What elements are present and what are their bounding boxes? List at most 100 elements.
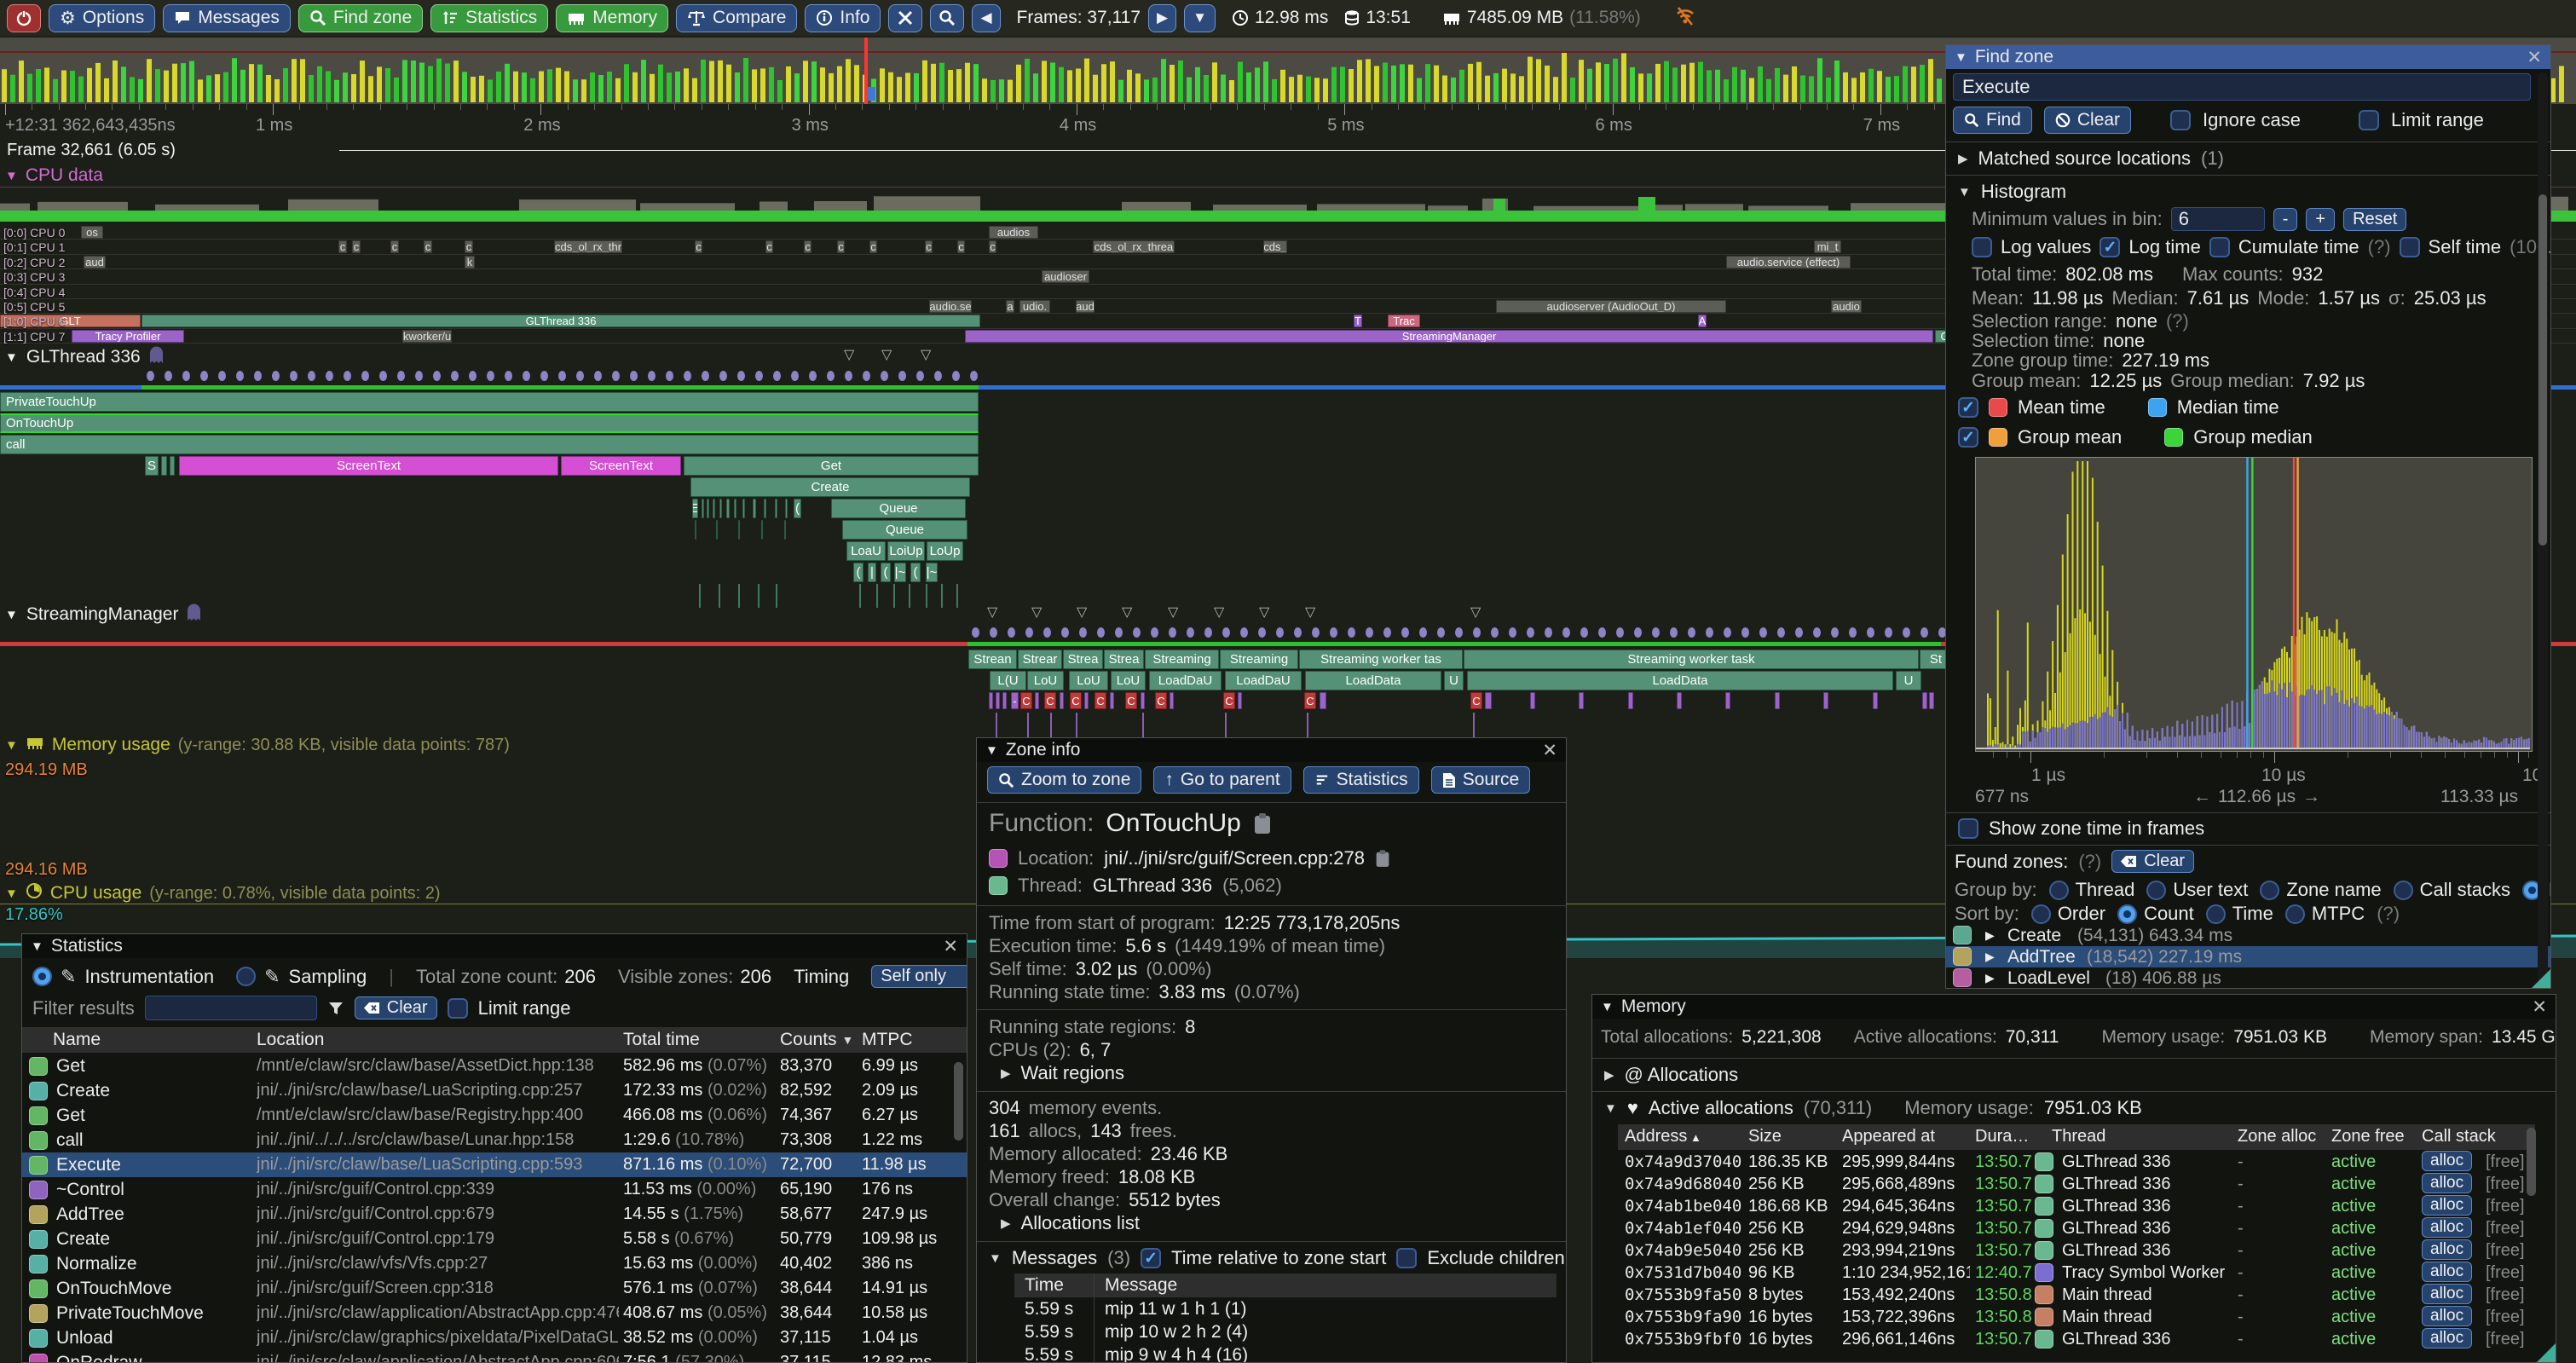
timeline-zone[interactable] <box>713 499 715 518</box>
sample-dot[interactable] <box>952 371 960 381</box>
sample-dot[interactable] <box>1545 627 1552 638</box>
cpu-zone[interactable]: GLT <box>0 315 141 328</box>
collapse-icon[interactable]: ▼ <box>5 349 18 365</box>
zone-info-titlebar[interactable]: ▼ Zone info ✕ <box>977 738 1566 762</box>
cpu-zone[interactable]: c <box>837 240 845 254</box>
cpu-zone[interactable]: audio.se <box>929 300 972 313</box>
sample-dot[interactable] <box>1187 627 1194 638</box>
timeline-zone[interactable]: Strear <box>1018 650 1062 669</box>
timeline-zone[interactable]: Queue <box>842 520 967 540</box>
source-button[interactable]: Source <box>1430 766 1531 794</box>
timeline-zone[interactable]: C <box>1304 692 1316 709</box>
find-scrollbar[interactable] <box>2538 194 2547 546</box>
sample-dot[interactable] <box>1795 627 1803 638</box>
table-row[interactable]: 0x7553b9fa90 16 bytes 153,722,396ns 13:50.8… <box>1592 1306 2556 1328</box>
timeline-zone[interactable] <box>734 499 736 518</box>
sample-dot[interactable] <box>165 371 172 381</box>
clipboard-icon[interactable] <box>1253 812 1272 835</box>
sample-dot[interactable] <box>1920 627 1928 638</box>
stats-limit-range-checkbox[interactable] <box>447 997 468 1019</box>
filter-input[interactable] <box>144 996 317 1020</box>
table-row[interactable]: 0x7531d7b040 96 KB 1:10 234,952,161 12:40.7… <box>1592 1262 2556 1284</box>
table-row[interactable]: 0x74a9d37040 186.35 KB 295,999,844ns 13:50.… <box>1592 1151 2556 1173</box>
sample-dot[interactable] <box>361 371 369 381</box>
found-zone-row[interactable]: ▶ LoadLevel (18) 406.88 µs <box>1946 967 2550 988</box>
timeline-zone[interactable]: LoadDaU <box>1149 671 1222 690</box>
cpu-zone[interactable]: aud <box>1076 300 1095 313</box>
timeline-zone[interactable] <box>1320 692 1326 709</box>
sample-dot[interactable] <box>934 371 942 381</box>
message-marker[interactable]: ▽ <box>1031 605 1043 620</box>
table-row[interactable]: Get/mnt/e/claw/src/claw/base/Registry.hp… <box>22 1103 967 1128</box>
cpu-zone[interactable]: mi_t <box>1814 240 1841 254</box>
timeline-zone[interactable] <box>761 520 763 540</box>
sort-by-mtpc[interactable]: MTPC <box>2284 903 2365 925</box>
timeline-zone[interactable]: Streaming <box>1220 650 1298 669</box>
timeline-zone[interactable] <box>996 692 1000 709</box>
timing-dropdown[interactable]: Self only▼ <box>871 965 967 988</box>
cpu-zone[interactable]: A <box>1698 315 1707 328</box>
show-zone-time-checkbox[interactable] <box>1958 818 1978 839</box>
timeline-zone[interactable] <box>1823 692 1828 709</box>
go-to-parent-button[interactable]: ↑ Go to parent <box>1153 766 1291 794</box>
sample-dot[interactable] <box>1616 627 1624 638</box>
sample-dot[interactable] <box>1240 627 1248 638</box>
sample-dot[interactable] <box>469 371 477 381</box>
cpu-zone[interactable]: c <box>352 240 361 254</box>
timeline-zone[interactable]: ScreenText <box>179 456 558 476</box>
sample-dot[interactable] <box>326 371 333 381</box>
group-lines-checkbox[interactable]: ✓ <box>1958 427 1978 448</box>
cpu-zone[interactable]: audios <box>989 226 1038 239</box>
statistics-titlebar[interactable]: ▼ Statistics ✕ <box>22 934 967 958</box>
timeline-zone[interactable] <box>989 692 993 709</box>
timeline-zone[interactable] <box>170 456 175 476</box>
timeline-zone[interactable] <box>1084 692 1089 709</box>
relative-time-checkbox[interactable]: ✓ <box>1141 1248 1162 1268</box>
sample-dot[interactable] <box>898 371 906 381</box>
sample-dot[interactable] <box>1724 627 1731 638</box>
timeline-zone[interactable] <box>764 499 766 518</box>
cpu-data-header[interactable]: ▼ CPU data <box>5 165 103 186</box>
sample-dot[interactable] <box>755 371 763 381</box>
cpu-zone[interactable]: c <box>925 240 933 254</box>
cumulate-time-checkbox[interactable] <box>2209 237 2230 257</box>
timeline-zone[interactable] <box>753 499 756 518</box>
alloc-callstack-button[interactable]: alloc <box>2422 1195 2473 1216</box>
sample-dot[interactable] <box>540 371 548 381</box>
collapse-icon[interactable]: ▼ <box>5 607 18 622</box>
message-marker[interactable]: ▽ <box>881 348 892 362</box>
timeline-zone[interactable] <box>1170 692 1174 709</box>
cpu-zone[interactable]: audioser <box>1042 270 1089 284</box>
alloc-callstack-button[interactable]: alloc <box>2422 1262 2473 1282</box>
sample-dot[interactable] <box>1670 627 1678 638</box>
find-query-input[interactable]: Execute <box>1953 73 2531 101</box>
streaming-header[interactable]: ▼ StreamingManager <box>5 603 201 627</box>
timeline-zone[interactable] <box>702 499 704 518</box>
message-row[interactable]: 5.59 s mip 11 w 1 h 1 (1) <box>1014 1297 1560 1320</box>
found-zone-row[interactable]: ▶ Create (54,131) 643.34 ms <box>1946 925 2550 946</box>
sample-dot[interactable] <box>1831 627 1839 638</box>
timeline-zone[interactable]: | <box>868 563 876 582</box>
sample-dot[interactable] <box>773 371 781 381</box>
timeline-zone[interactable]: U <box>1444 671 1464 690</box>
cpu-zone[interactable]: c <box>695 240 702 254</box>
cpu-zone[interactable]: c <box>765 240 773 254</box>
sort-by-order[interactable]: Order <box>2030 903 2105 925</box>
sample-dot[interactable] <box>990 627 997 638</box>
allocations-list-expander[interactable]: ▶ Allocations list <box>1001 1212 1140 1233</box>
goto-search-button[interactable] <box>930 3 965 32</box>
timeline-zone[interactable]: C <box>1070 692 1082 709</box>
timeline-zone[interactable] <box>1238 692 1242 709</box>
col-counts[interactable]: Counts <box>780 1030 837 1049</box>
cpu-zone[interactable]: audioserver (AudioOut_D) <box>1496 300 1726 313</box>
table-row[interactable]: PrivateTouchMove jni/../jni/src/claw/appl… <box>22 1301 967 1325</box>
timeline-zone[interactable] <box>1725 692 1730 709</box>
options-button[interactable]: ⚙ Options <box>49 3 156 32</box>
timeline-zone[interactable]: LoU <box>1111 671 1146 690</box>
col-time[interactable]: Time <box>1025 1275 1064 1295</box>
sample-dot[interactable] <box>1169 627 1176 638</box>
timeline-zone[interactable]: LoUp <box>927 541 963 561</box>
sample-dot[interactable] <box>200 371 208 381</box>
timeline-zone[interactable]: Strea <box>1063 650 1103 669</box>
sample-dot[interactable] <box>379 371 387 381</box>
